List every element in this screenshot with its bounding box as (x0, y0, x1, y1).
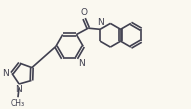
Text: N: N (2, 69, 9, 78)
Text: O: O (81, 8, 88, 17)
Text: N: N (97, 19, 104, 27)
Text: N: N (15, 85, 22, 94)
Text: CH₃: CH₃ (11, 99, 25, 108)
Text: N: N (78, 59, 84, 68)
